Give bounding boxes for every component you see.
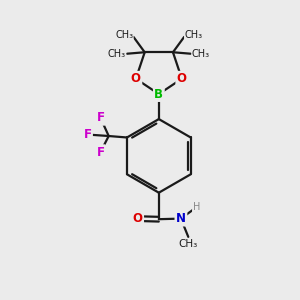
Text: B: B — [154, 88, 163, 100]
Text: H: H — [193, 202, 200, 212]
Text: CH₃: CH₃ — [115, 30, 133, 40]
Text: F: F — [97, 111, 104, 124]
Text: CH₃: CH₃ — [184, 30, 202, 40]
Text: CH₃: CH₃ — [192, 49, 210, 59]
Text: N: N — [176, 212, 186, 225]
Text: CH₃: CH₃ — [179, 239, 198, 249]
Text: O: O — [177, 72, 187, 85]
Text: O: O — [131, 72, 141, 85]
Text: CH₃: CH₃ — [108, 49, 126, 59]
Text: O: O — [133, 212, 142, 225]
Text: F: F — [97, 146, 104, 159]
Text: F: F — [83, 128, 92, 141]
